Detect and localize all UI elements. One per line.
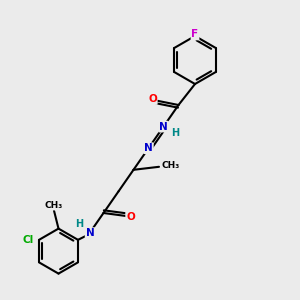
Text: F: F [191,29,199,40]
Text: N: N [85,228,94,238]
Text: H: H [75,219,84,229]
Text: CH₃: CH₃ [161,161,179,170]
Text: O: O [148,94,157,104]
Text: CH₃: CH₃ [45,201,63,210]
Text: H: H [171,128,179,138]
Text: N: N [144,143,153,153]
Text: O: O [126,212,135,223]
Text: Cl: Cl [23,235,34,245]
Text: N: N [159,122,168,132]
